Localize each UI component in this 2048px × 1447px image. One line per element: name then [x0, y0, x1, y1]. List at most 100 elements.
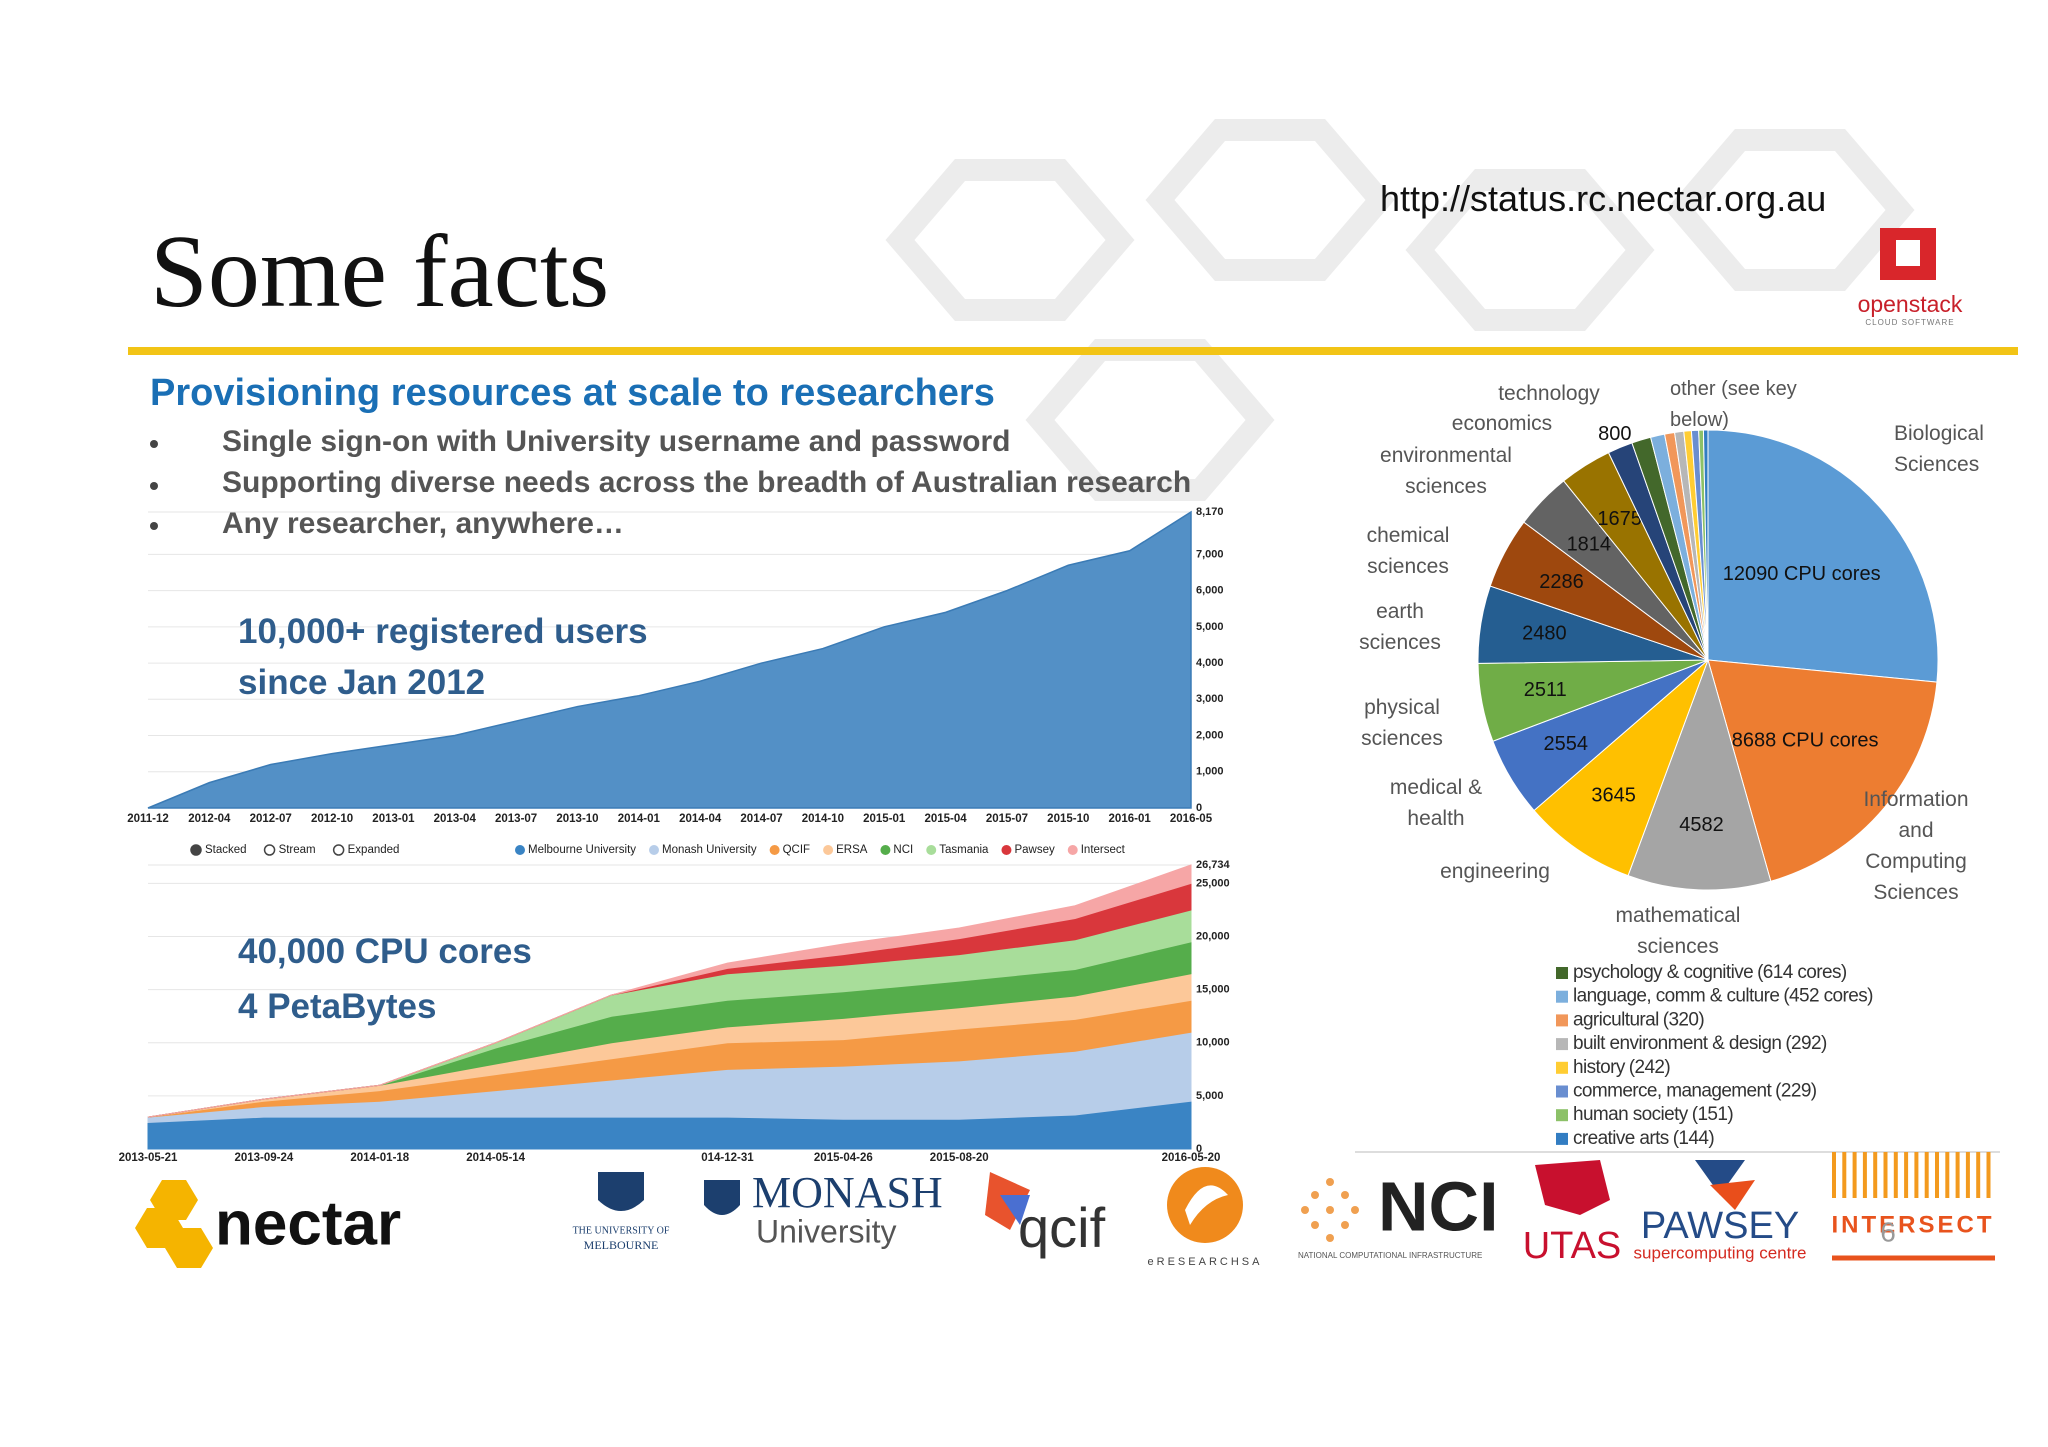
logo-text: CLOUD SOFTWARE: [1865, 318, 1954, 327]
bullet: Any researcher, anywhere…: [222, 507, 624, 540]
url: http://status.rc.nectar.org.au: [1380, 178, 1827, 219]
logo-text: NCI: [1378, 1167, 1499, 1245]
legend-item[interactable]: ERSA: [823, 844, 868, 856]
pawsey-shape: [1695, 1160, 1745, 1195]
annotation: 4 PetaBytes: [238, 987, 437, 1026]
logo-shape: [1924, 1152, 1929, 1198]
radio: [263, 844, 276, 856]
x-tick-label: 2014-01-18: [350, 1152, 409, 1164]
logo-shape: [1873, 1152, 1878, 1198]
bullet-dot: [150, 522, 158, 530]
ersa-logo: [1185, 1185, 1228, 1225]
logo-text: qcif: [1018, 1196, 1106, 1259]
slice-value-label: 8688 CPU cores: [1732, 729, 1879, 751]
slice-name: earth sciences: [1359, 600, 1441, 654]
x-tick-label: 2013-01: [372, 813, 415, 825]
mode-toggle[interactable]: Stream: [263, 844, 316, 856]
legend-item[interactable]: Intersect: [1067, 844, 1126, 856]
mode-toggle[interactable]: Expanded: [332, 844, 400, 856]
y-tick-label: 7,000: [1196, 548, 1224, 560]
legend-label: Melbourne University: [528, 844, 636, 856]
legend-swatch: [649, 845, 660, 855]
x-tick-label: 2012-10: [311, 813, 353, 825]
y-tick-label: 5,000: [1196, 621, 1224, 633]
annotation: since Jan 2012: [238, 663, 486, 702]
logo-text: THE UNIVERSITY OF: [573, 1225, 670, 1236]
x-tick-label: 2012-04: [188, 813, 231, 825]
legend-item[interactable]: QCIF: [769, 844, 810, 856]
legend-item[interactable]: Pawsey: [1001, 844, 1055, 856]
slice-value-label: 2554: [1543, 733, 1588, 755]
key-value-label: (151): [1692, 1104, 1734, 1125]
pie-slice: [1533, 659, 1709, 877]
mode-label[interactable]: Stacked: [205, 844, 247, 856]
bullet: Supporting diverse needs across the brea…: [222, 466, 1192, 499]
logo-text: MELBOURNE: [584, 1238, 659, 1252]
slice-value-label: 2480: [1522, 623, 1567, 645]
logo-text: eRESEARCHSA: [1148, 1256, 1263, 1268]
y-tick-label: 0: [1196, 1143, 1202, 1155]
logo-shape: [1311, 1191, 1319, 1199]
key-value-label: (614 cores): [1757, 962, 1847, 983]
x-tick-label: 2014-05-14: [466, 1152, 525, 1164]
monash-crest: [704, 1180, 740, 1215]
intersect-bars: [1832, 1152, 1991, 1198]
mode-label[interactable]: Expanded: [348, 844, 400, 856]
slice-name: Biological Sciences: [1894, 422, 1984, 476]
logo-text: supercomputing centre: [1634, 1243, 1807, 1262]
legend-swatch: [1001, 845, 1012, 855]
logo-text: University: [756, 1213, 896, 1249]
slice-name: physical sciences: [1361, 696, 1443, 750]
legend-item[interactable]: Tasmania: [926, 844, 989, 856]
slice-name: technology: [1498, 382, 1600, 405]
legend-swatch: [926, 845, 937, 855]
legend-item[interactable]: Melbourne University: [515, 844, 636, 856]
slice-name: medical & health: [1389, 776, 1483, 830]
y-tick-label: 2,000: [1196, 729, 1224, 741]
melbourne-crest: [598, 1172, 644, 1211]
legend-label: ERSA: [836, 844, 868, 856]
key-swatch: [1556, 1014, 1568, 1027]
key-label: agricultural: [1573, 1009, 1659, 1030]
logo-text: PAWSEY: [1641, 1205, 1799, 1247]
area: [147, 864, 1192, 1118]
logo-shape: [1326, 1234, 1334, 1242]
logo-shape: [1935, 1152, 1939, 1198]
slice-value-label: 4582: [1679, 814, 1724, 836]
hex-decor: [1405, 169, 1655, 331]
legend-label: Monash University: [662, 844, 757, 856]
logo-text: INTERSECT: [1831, 1211, 1994, 1238]
bullet-dot: [150, 482, 158, 490]
legend-swatch: [823, 845, 834, 855]
logo-shape: [1896, 240, 1920, 266]
x-tick-label: 2015-01: [863, 813, 906, 825]
x-tick-label: 2014-10: [802, 813, 844, 825]
key-swatch: [1556, 1132, 1568, 1145]
slice-value-label: 2511: [1524, 679, 1567, 701]
legend-label: Pawsey: [1014, 844, 1055, 856]
title-rule: [128, 347, 2018, 355]
mode-toggle[interactable]: Stacked: [190, 844, 247, 856]
openstack-logo: [1880, 228, 1936, 280]
key-value-label: (292): [1785, 1033, 1827, 1054]
mode-label[interactable]: Stream: [279, 844, 316, 856]
logo-shape: [1351, 1206, 1359, 1214]
slice-name: chemical sciences: [1366, 524, 1450, 578]
x-tick-label: 2016-05-20: [1162, 1152, 1221, 1164]
legend-item[interactable]: NCI: [880, 844, 913, 856]
pawsey-shape: [1710, 1180, 1755, 1210]
x-tick-label: 2014-07: [740, 813, 782, 825]
legend-label: Intersect: [1081, 844, 1126, 856]
x-tick-label: 2014-04: [679, 813, 722, 825]
x-tick-label: 014-12-31: [701, 1152, 754, 1164]
hex-decor: [1145, 119, 1395, 281]
legend-item[interactable]: Monash University: [649, 844, 757, 856]
logo-text: nectar: [215, 1189, 401, 1258]
y-tick-label: 25,000: [1196, 877, 1230, 889]
y-tick-label: 15,000: [1196, 984, 1230, 996]
logo-shape: [1326, 1206, 1334, 1214]
legend-swatch: [1067, 845, 1078, 855]
subtitle: Provisioning resources at scale to resea…: [150, 372, 995, 414]
x-tick-label: 2016-01: [1109, 813, 1152, 825]
